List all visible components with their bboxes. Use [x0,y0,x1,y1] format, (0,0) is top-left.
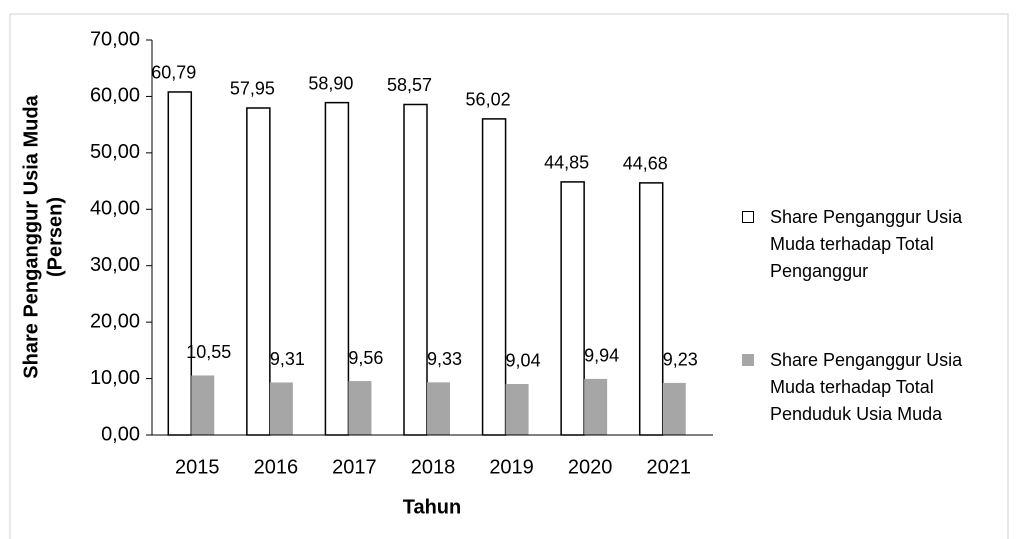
bar [427,382,450,435]
legend-swatch [742,211,754,223]
legend-item: Share Penganggur Usia Muda terhadap Tota… [742,204,1012,285]
x-tick-label: 2019 [489,456,534,478]
value-label: 56,02 [466,90,511,110]
y-axis-title-line: Share Penganggur Usia Muda [20,94,42,378]
bar [481,118,507,436]
value-label: 9,56 [348,348,383,368]
y-tick-label: 30,00 [90,254,140,276]
bar [505,383,529,435]
bar [269,382,293,435]
y-tick-label: 20,00 [90,310,140,332]
legend-label: Share Penganggur Usia Muda terhadap Tota… [770,207,963,281]
x-tick-label: 2016 [254,456,299,478]
legend-swatch [742,354,754,366]
bar [324,101,350,436]
bar [403,103,428,436]
value-label: 9,23 [663,350,698,370]
legend-item: Share Penganggur Usia Muda terhadap Tota… [742,347,1012,428]
bar [348,381,372,435]
x-tick-label: 2017 [332,456,377,478]
y-axis-title-line: (Persen) [44,197,66,277]
value-label: 44,85 [544,153,589,173]
value-label: 10,55 [186,342,231,362]
x-tick-label: 2018 [411,456,456,478]
x-axis-title: Tahun [403,496,462,518]
legend-label: Share Penganggur Usia Muda terhadap Tota… [770,350,963,424]
bar [560,181,585,436]
y-tick-label: 50,00 [90,141,140,163]
bar [246,107,271,436]
bar [638,182,664,436]
x-tick-label: 2015 [175,456,220,478]
value-label: 60,79 [151,63,196,83]
value-label: 44,68 [623,154,668,174]
value-label: 58,90 [308,73,353,93]
y-tick-label: 0,00 [101,423,140,445]
bar [167,91,193,436]
y-tick-label: 10,00 [90,367,140,389]
value-label: 9,94 [584,346,619,366]
bar [584,378,608,435]
value-label: 58,57 [387,75,432,95]
bar [662,382,686,435]
chart-frame [9,13,1009,539]
value-label: 57,95 [230,79,275,99]
value-label: 9,31 [270,349,305,369]
value-label: 9,33 [427,349,462,369]
x-tick-label: 2021 [646,456,691,478]
y-tick-label: 70,00 [90,28,140,50]
y-tick-label: 60,00 [90,85,140,107]
y-axis-title: Share Penganggur Usia Muda (Persen) [20,94,66,378]
value-label: 9,04 [506,351,541,371]
x-tick-label: 2020 [568,456,613,478]
bar [191,375,215,435]
y-tick-label: 40,00 [90,198,140,220]
